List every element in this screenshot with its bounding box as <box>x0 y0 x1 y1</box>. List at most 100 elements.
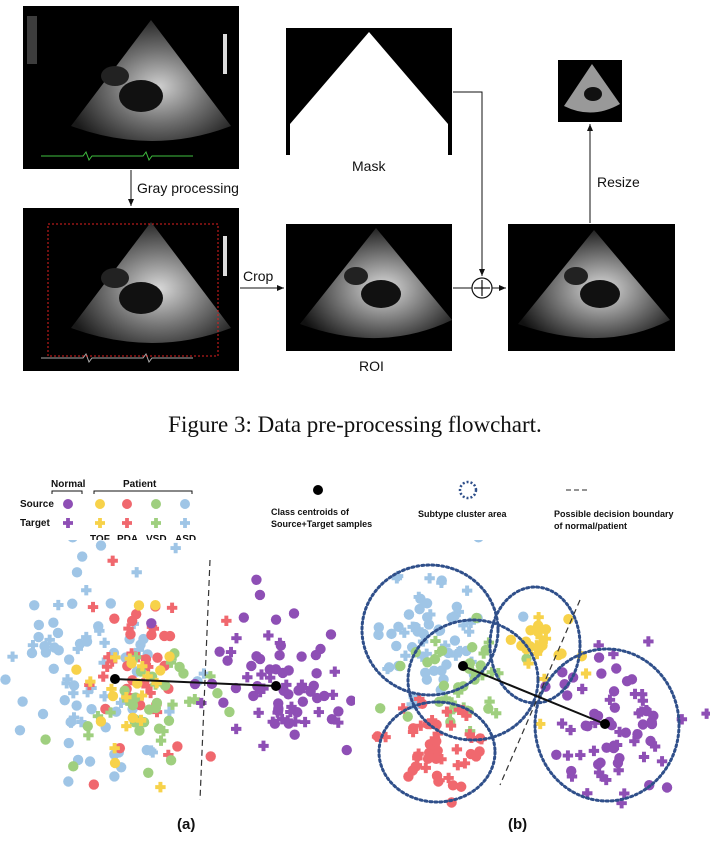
tof-point <box>121 692 132 703</box>
boundary-label-1: Possible decision boundary <box>554 509 674 519</box>
normal-point <box>609 702 621 713</box>
tof-point <box>135 715 147 726</box>
centroid-link-a <box>114 678 277 687</box>
asd-point <box>131 567 142 578</box>
normal-point <box>676 714 688 725</box>
asd-point <box>0 674 11 685</box>
asd-point <box>72 643 83 655</box>
resized-image <box>558 60 622 122</box>
vsd-point <box>155 735 167 746</box>
pda-point <box>221 615 232 627</box>
asd-point <box>441 659 452 670</box>
normal-point <box>254 589 266 601</box>
normal-point <box>251 651 262 662</box>
asd-point <box>465 617 476 628</box>
scatter-panel-a <box>0 540 355 801</box>
normal-point <box>311 668 322 679</box>
vsd-point <box>436 645 448 657</box>
normal-point <box>264 664 275 675</box>
asd-point <box>76 716 87 728</box>
vsd-point <box>153 723 165 734</box>
normal-point <box>196 697 207 709</box>
vsd-point <box>189 694 201 705</box>
asd-point <box>37 708 49 720</box>
asd-point <box>421 648 432 660</box>
crop-label: Crop <box>243 268 274 284</box>
echo-sector-gray <box>41 222 231 364</box>
normal-point <box>256 669 267 680</box>
boundary-label-2: of normal/patient <box>554 521 627 531</box>
tof-point <box>137 661 148 672</box>
pda-point <box>445 720 457 731</box>
asd-point <box>68 712 80 723</box>
legend-target-asd-marker <box>180 518 191 528</box>
pda-point <box>123 623 134 634</box>
legend-category-vsd: VSD <box>146 534 167 540</box>
normal-point <box>274 637 286 649</box>
vsd-point <box>446 697 457 708</box>
normal-point <box>593 640 604 651</box>
asd-point <box>98 657 109 668</box>
normal-point <box>231 632 242 644</box>
vsd-point <box>395 660 406 672</box>
decision-boundary-b <box>499 599 581 786</box>
original-echo-image <box>23 6 239 169</box>
vsd-point <box>486 667 498 678</box>
normal-point <box>661 782 673 793</box>
pda-point <box>403 771 414 782</box>
normal-point <box>283 665 294 676</box>
tof-point <box>142 671 153 682</box>
pda-point <box>432 728 443 739</box>
pda-point <box>474 746 485 757</box>
normal-point <box>288 608 300 619</box>
pda-point <box>148 623 160 634</box>
pda-point <box>431 736 442 747</box>
normal-point <box>619 788 630 799</box>
asd-point <box>94 625 105 637</box>
vsd-point <box>184 696 195 707</box>
asd-point <box>71 567 83 578</box>
asd-point <box>65 716 76 728</box>
asd-point <box>518 611 529 622</box>
normal-centroid-a <box>271 681 281 691</box>
legend-source-tof-marker <box>95 499 105 509</box>
asd-point <box>86 703 97 715</box>
asd-point <box>440 640 451 651</box>
tof-point <box>525 625 536 636</box>
tof-point <box>85 676 96 687</box>
normal-point <box>616 798 627 809</box>
normal-point <box>311 692 323 704</box>
normal-point <box>593 652 605 663</box>
asd-point <box>373 629 384 641</box>
normal-point <box>325 629 337 640</box>
pda-point <box>461 710 472 722</box>
normal-point <box>633 708 644 719</box>
asd-point <box>17 696 28 707</box>
asd-point <box>68 687 79 699</box>
resized-echo <box>564 64 620 113</box>
asd-point <box>436 577 447 588</box>
panel-label-b: (b) <box>508 816 528 833</box>
tof-point <box>124 653 135 664</box>
vsd-point <box>130 652 142 663</box>
vsd-point <box>375 703 386 714</box>
pda-point <box>159 630 170 642</box>
panel-label-a: (a) <box>177 816 196 833</box>
normal-point <box>289 729 300 740</box>
legend-target-label: Target <box>20 518 50 529</box>
vsd-point <box>151 697 163 709</box>
asd-point <box>86 682 97 694</box>
normal-point <box>346 695 355 706</box>
normal-point <box>292 707 303 718</box>
vsd-point <box>493 668 504 679</box>
pda-point <box>134 699 146 711</box>
tof-point <box>127 712 139 724</box>
asd-point <box>400 650 411 661</box>
normal-point <box>341 744 352 756</box>
asd-point <box>421 598 433 609</box>
normal-point <box>701 708 710 719</box>
asd-point <box>53 645 64 656</box>
centroid-label-2: Source+Target samples <box>271 519 372 529</box>
asd-point <box>33 631 44 643</box>
tof-point <box>539 673 550 685</box>
